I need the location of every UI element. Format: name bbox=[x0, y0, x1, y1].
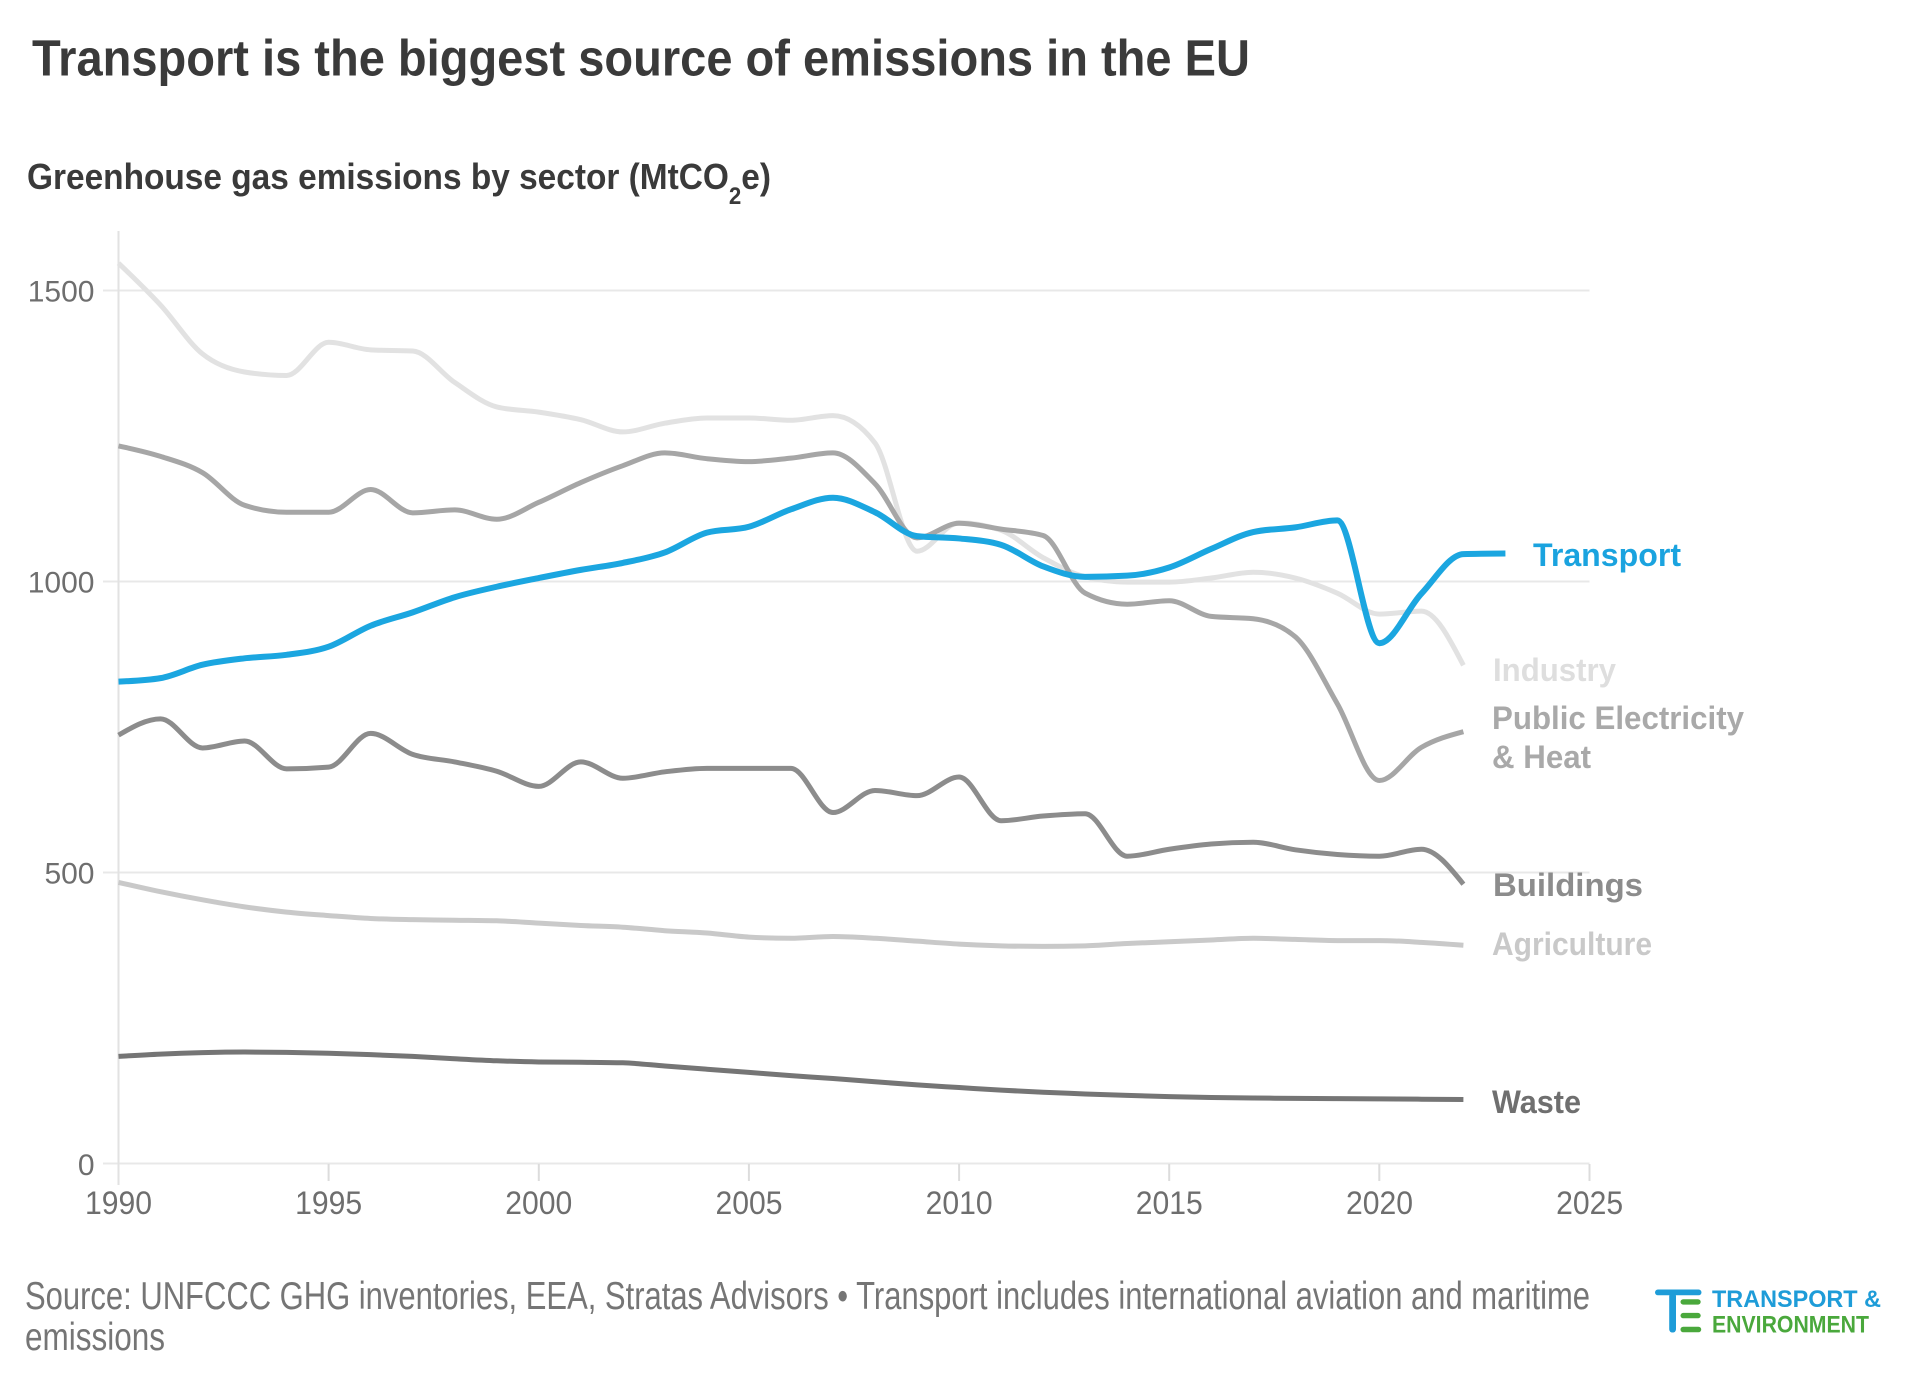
svg-text:2000: 2000 bbox=[505, 1185, 572, 1221]
svg-text:Agriculture: Agriculture bbox=[1492, 926, 1652, 962]
svg-text:ENVIRONMENT: ENVIRONMENT bbox=[1712, 1312, 1869, 1339]
svg-text:TRANSPORT &: TRANSPORT & bbox=[1712, 1286, 1881, 1313]
svg-text:1995: 1995 bbox=[295, 1185, 362, 1221]
svg-text:Transport: Transport bbox=[1533, 537, 1681, 573]
svg-text:1990: 1990 bbox=[85, 1185, 152, 1221]
svg-text:1000: 1000 bbox=[28, 567, 95, 600]
svg-text:Industry: Industry bbox=[1493, 652, 1616, 688]
svg-text:& Heat: & Heat bbox=[1492, 739, 1591, 775]
svg-text:Waste: Waste bbox=[1492, 1084, 1581, 1120]
svg-text:emissions: emissions bbox=[25, 1316, 165, 1359]
svg-text:2015: 2015 bbox=[1136, 1185, 1203, 1221]
svg-text:Public Electricity: Public Electricity bbox=[1492, 700, 1744, 736]
svg-text:2020: 2020 bbox=[1346, 1185, 1413, 1221]
svg-text:500: 500 bbox=[44, 858, 94, 891]
svg-text:2005: 2005 bbox=[716, 1185, 783, 1221]
svg-text:2010: 2010 bbox=[926, 1185, 993, 1221]
svg-text:Transport is the biggest sourc: Transport is the biggest source of emiss… bbox=[32, 30, 1250, 87]
svg-text:Buildings: Buildings bbox=[1493, 867, 1643, 903]
svg-text:Source: UNFCCC GHG inventories: Source: UNFCCC GHG inventories, EEA, Str… bbox=[25, 1275, 1590, 1318]
svg-text:1500: 1500 bbox=[28, 276, 95, 309]
svg-text:0: 0 bbox=[78, 1149, 95, 1182]
svg-text:2025: 2025 bbox=[1556, 1185, 1623, 1221]
